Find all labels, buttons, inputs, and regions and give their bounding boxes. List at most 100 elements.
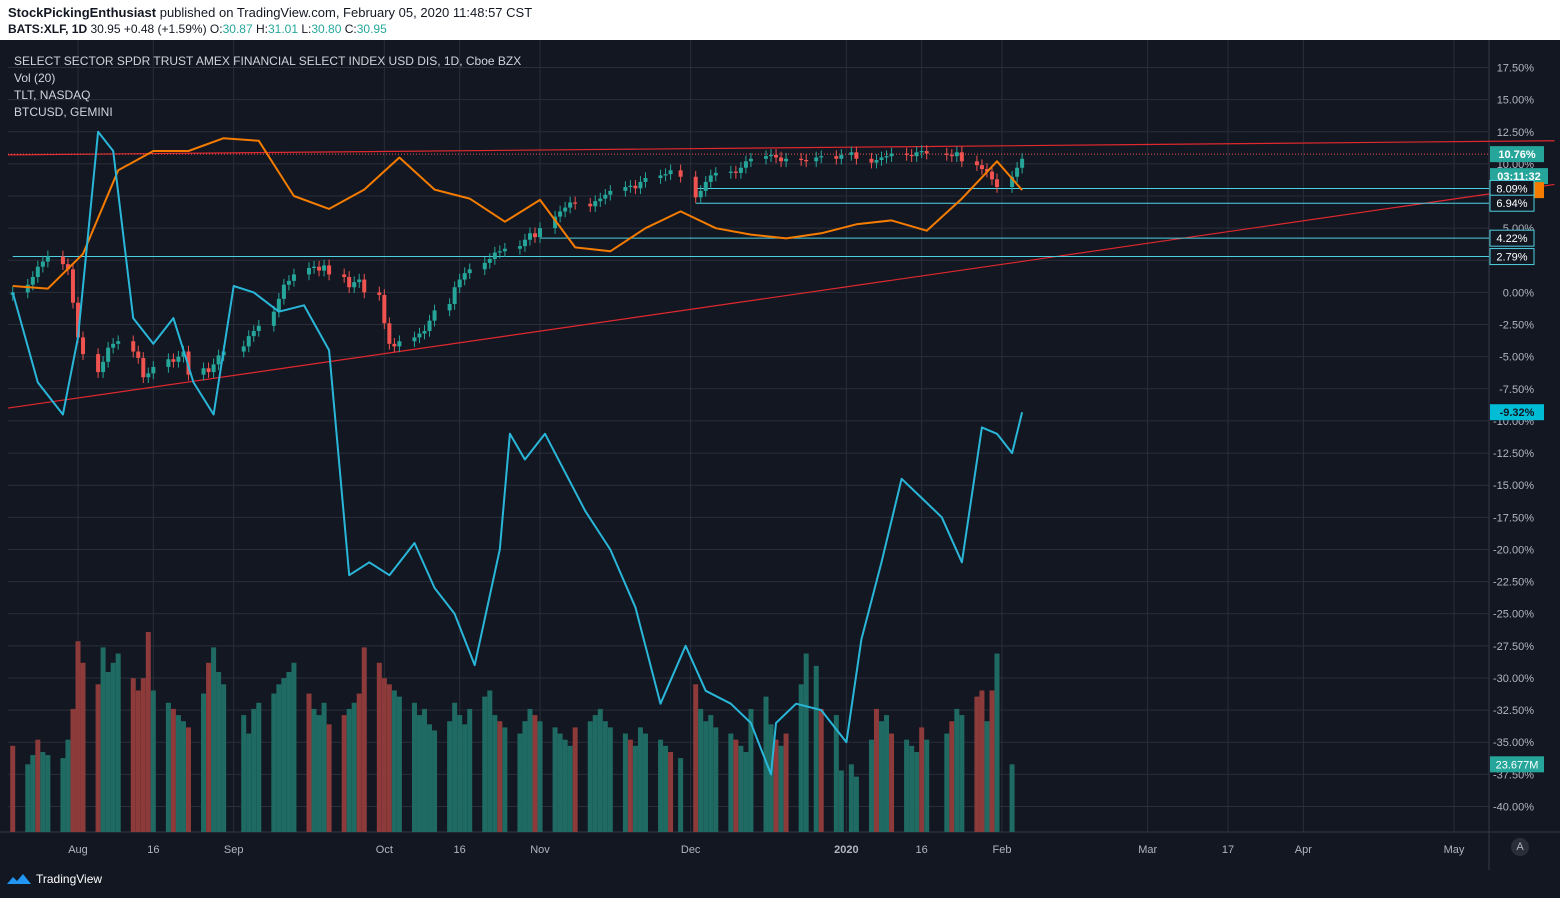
volume-bar: [10, 745, 16, 832]
price-tag-xlf: 10.76%: [1490, 146, 1544, 163]
volume-bar: [668, 752, 674, 832]
publish-header: StockPickingEnthusiast published on Trad…: [0, 0, 1560, 40]
candle-body: [984, 169, 989, 172]
candle-body: [588, 203, 593, 207]
candle: [769, 149, 774, 162]
candle: [251, 325, 256, 342]
candle-body: [377, 292, 382, 295]
candle-body: [1015, 167, 1020, 177]
trendline-lower: [7, 183, 1555, 409]
candle: [633, 179, 638, 195]
candle-body: [884, 156, 889, 158]
candle: [764, 150, 768, 165]
tradingview-brand[interactable]: TradingView: [6, 872, 102, 886]
candle-body: [889, 153, 894, 157]
candle: [452, 281, 457, 310]
volume-bar: [698, 708, 704, 832]
volume-bar: [180, 721, 186, 832]
candle-body: [738, 167, 743, 173]
candle-body: [839, 154, 844, 159]
candle-body: [909, 154, 914, 157]
auto-scale-button[interactable]: A: [1511, 838, 1529, 856]
volume-bar: [175, 715, 181, 832]
time-axis[interactable]: Aug 16 Sep Oct 16 Nov Dec 2020 16 Feb Mar 17 Apr May: [68, 844, 1465, 856]
candle: [919, 145, 924, 159]
level-tag-label: 4.22%: [1496, 233, 1527, 245]
candle-body: [558, 211, 563, 217]
legend-btc[interactable]: BTCUSD, GEMINI: [14, 105, 113, 119]
y-tick-label: -27.50%: [1493, 641, 1534, 653]
publish-line: StockPickingEnthusiast published on Trad…: [8, 5, 532, 20]
candle-body: [291, 274, 296, 281]
candle-body: [784, 158, 789, 162]
volume-bar: [572, 727, 578, 832]
candle: [563, 201, 568, 218]
candle-body: [743, 161, 748, 168]
volume-bar: [140, 678, 146, 832]
candle-body: [317, 266, 322, 271]
candle-body: [979, 165, 984, 170]
volume-bar: [532, 715, 538, 832]
volume-bar: [115, 653, 121, 832]
candle: [804, 154, 809, 168]
candle: [954, 146, 959, 162]
candle-body: [553, 216, 558, 229]
candle-body: [116, 341, 121, 344]
volume-bar: [60, 758, 66, 832]
candle: [979, 159, 984, 175]
author-name[interactable]: StockPickingEnthusiast: [8, 5, 157, 20]
candle-body: [698, 190, 703, 198]
legend-volume[interactable]: Vol (20): [14, 71, 56, 85]
candle: [708, 169, 713, 188]
y-tick-label: 17.50%: [1497, 63, 1535, 75]
candle-body: [914, 152, 919, 157]
x-tick-label: 2020: [834, 844, 858, 856]
candle-body: [427, 320, 432, 331]
candle-body: [492, 252, 497, 259]
volume-bar: [979, 690, 985, 832]
volume-bar: [954, 708, 960, 832]
candle: [658, 169, 663, 184]
candle: [171, 353, 176, 368]
volume-bar: [40, 752, 46, 832]
candle-body: [241, 346, 246, 352]
candle-body: [362, 279, 367, 293]
candle-body: [25, 284, 30, 293]
level-tag-label: 8.09%: [1496, 183, 1527, 195]
volume-bar: [316, 715, 322, 832]
candle: [799, 152, 804, 166]
y-tick-label: 12.50%: [1497, 127, 1535, 139]
candle: [517, 240, 522, 255]
legend-tlt[interactable]: TLT, NASDAQ: [14, 88, 91, 102]
candle: [216, 349, 221, 371]
volume-bar: [708, 715, 714, 832]
trendlines[interactable]: [7, 140, 1555, 409]
volume-bar: [135, 690, 141, 832]
candle: [256, 320, 261, 337]
price-axis[interactable]: 17.50%15.00%12.50%10.00%7.50%5.00%2.50%0…: [1493, 63, 1534, 814]
candle: [623, 181, 628, 197]
x-tick-label: Nov: [530, 844, 550, 856]
candle: [854, 146, 859, 165]
y-tick-label: -32.50%: [1493, 705, 1534, 717]
legend-main[interactable]: SELECT SECTOR SPDR TRUST AMEX FINANCIAL …: [14, 54, 522, 68]
candle-body: [502, 248, 507, 252]
candle-body: [668, 170, 673, 175]
candle-body: [658, 175, 663, 179]
horizontal-levels[interactable]: [12, 187, 1489, 258]
volume-bar: [833, 715, 839, 832]
volume-bar: [110, 662, 116, 832]
volume-bar: [211, 647, 217, 832]
candle: [81, 331, 86, 360]
candle-body: [96, 354, 101, 373]
y-tick-label: 0.00%: [1503, 287, 1534, 299]
candle: [106, 341, 111, 368]
volume-bar: [587, 721, 593, 832]
close-value: 30.95: [356, 22, 387, 36]
y-tick-label: -12.50%: [1493, 448, 1534, 460]
candle: [362, 273, 367, 299]
candle: [492, 246, 497, 265]
candle: [558, 205, 563, 223]
candle-body: [216, 355, 221, 365]
chart-canvas[interactable]: 17.50%15.00%12.50%10.00%7.50%5.00%2.50%0…: [0, 40, 1560, 898]
